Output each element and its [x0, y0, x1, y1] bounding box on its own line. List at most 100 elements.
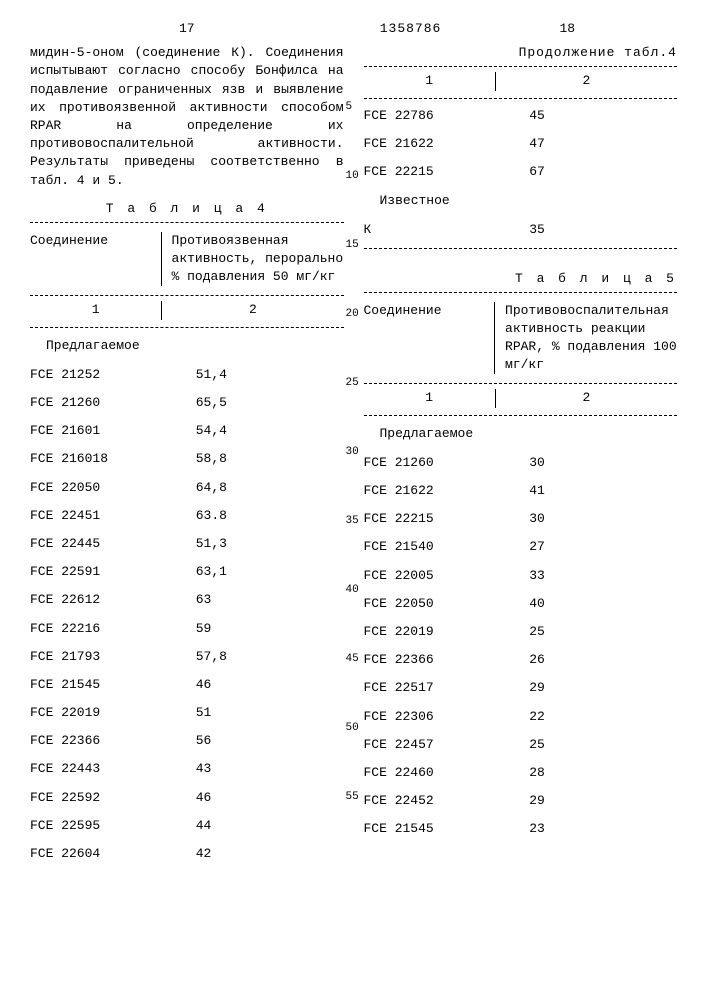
line-num: 30 [346, 445, 359, 460]
compound-cell: FCE 21260 [30, 394, 178, 412]
table-row: FCE 2154523 [364, 815, 678, 843]
table-row: FCE 2261263 [30, 586, 344, 614]
compound-cell: FCE 22366 [30, 732, 178, 750]
col-num-2: 2 [496, 389, 677, 407]
hr [30, 327, 344, 328]
compound-cell: FCE 21793 [30, 648, 178, 666]
table-row: FCE 2205040 [364, 590, 678, 618]
table-row: FCE 2160154,4 [30, 417, 344, 445]
value-cell: 63.8 [178, 507, 344, 525]
table-row: FCE 2200533 [364, 562, 678, 590]
table4-title: Т а б л и ц а 4 [30, 200, 344, 218]
hr [364, 383, 678, 384]
compound-cell: FCE 21601 [30, 422, 178, 440]
compound-cell: FCE 22443 [30, 760, 178, 778]
hr [364, 66, 678, 67]
compound-cell: FCE 22215 [364, 510, 512, 528]
table4c-subhead: Известное [364, 186, 678, 216]
table-row: FCE 2205064,8 [30, 474, 344, 502]
table4-continuation: Продолжение табл.4 [364, 44, 678, 62]
table-row: FCE 2236656 [30, 727, 344, 755]
table5-title: Т а б л и ц а 5 [364, 270, 678, 288]
value-cell: 27 [511, 538, 677, 556]
value-cell: 51,4 [178, 366, 344, 384]
table4c-numrow: 1 2 [364, 70, 678, 94]
compound-cell: FCE 216018 [30, 450, 178, 468]
table4-subhead: Предлагаемое [30, 331, 344, 361]
value-cell: 22 [511, 708, 677, 726]
table4-numrow: 1 2 [30, 299, 344, 323]
table5-col1-header: Соединение [364, 302, 496, 375]
hr [364, 98, 678, 99]
table-row: FCE 2236626 [364, 646, 678, 674]
table-row: FCE 2201925 [364, 618, 678, 646]
compound-cell: FCE 21252 [30, 366, 178, 384]
doc-number: 1358786 [364, 20, 458, 38]
line-num: 10 [346, 169, 359, 184]
value-cell: 45 [511, 107, 677, 125]
table-row: FCE 2154027 [364, 533, 678, 561]
compound-cell: FCE 22216 [30, 620, 178, 638]
value-cell: 65,5 [178, 394, 344, 412]
table-row: FCE 2259246 [30, 784, 344, 812]
compound-cell: FCE 22215 [364, 163, 512, 181]
value-cell: 51 [178, 704, 344, 722]
compound-cell: FCE 21260 [364, 454, 512, 472]
value-cell: 63,1 [178, 563, 344, 581]
value-cell: 59 [178, 620, 344, 638]
value-cell: 67 [511, 163, 677, 181]
table-row: FCE 2244551,3 [30, 530, 344, 558]
value-cell: 41 [511, 482, 677, 500]
table-row: FCE 2221530 [364, 505, 678, 533]
table4-col2-header: Противоязвенная активность, перорально %… [162, 232, 344, 287]
line-num: 40 [346, 583, 359, 598]
hr [364, 248, 678, 249]
value-cell: 46 [178, 789, 344, 807]
table-row: FCE 2245163.8 [30, 502, 344, 530]
compound-cell: FCE 22019 [30, 704, 178, 722]
table-row: FCE 2245725 [364, 731, 678, 759]
compound-cell: FCE 22452 [364, 792, 512, 810]
line-num: 55 [346, 790, 359, 805]
line-num: 35 [346, 514, 359, 529]
compound-cell: FCE 22517 [364, 679, 512, 697]
value-cell: 64,8 [178, 479, 344, 497]
table-row: FCE 2162241 [364, 477, 678, 505]
value-cell: 54,4 [178, 422, 344, 440]
table-row: FCE 2245229 [364, 787, 678, 815]
col-num-1: 1 [364, 389, 496, 407]
table-row: FCE 2244343 [30, 755, 344, 783]
value-cell: 26 [511, 651, 677, 669]
compound-cell: FCE 22457 [364, 736, 512, 754]
compound-cell: FCE 21622 [364, 135, 512, 153]
line-num: 5 [346, 100, 353, 115]
hr [30, 222, 344, 223]
value-cell: 42 [178, 845, 344, 863]
table-row: FCE 2278645 [364, 102, 678, 130]
table-row: FCE 2125251,4 [30, 361, 344, 389]
value-cell: 29 [511, 679, 677, 697]
table-row: FCE 2162247 [364, 130, 678, 158]
value-cell: 56 [178, 732, 344, 750]
compound-cell: FCE 22451 [30, 507, 178, 525]
page-number-left: 17 [30, 20, 344, 38]
value-cell: 44 [178, 817, 344, 835]
col-num-1: 1 [30, 301, 162, 319]
value-cell: 51,3 [178, 535, 344, 553]
table-row: FCE 2259163,1 [30, 558, 344, 586]
table5-header: Соединение Противовоспалительная активно… [364, 296, 678, 381]
value-cell: 57,8 [178, 648, 344, 666]
value-cell: 25 [511, 623, 677, 641]
table-row: FCE 2154546 [30, 671, 344, 699]
table-row: FCE 2201951 [30, 699, 344, 727]
compound-cell: FCE 21545 [30, 676, 178, 694]
col-num-2: 2 [162, 301, 343, 319]
compound-cell: FCE 22019 [364, 623, 512, 641]
table-row: FCE 2260442 [30, 840, 344, 868]
table5-subhead: Предлагаемое [364, 419, 678, 449]
line-num: 45 [346, 652, 359, 667]
value-cell: 29 [511, 792, 677, 810]
hr [364, 292, 678, 293]
compound-cell: FCE 22366 [364, 651, 512, 669]
value-cell: 43 [178, 760, 344, 778]
